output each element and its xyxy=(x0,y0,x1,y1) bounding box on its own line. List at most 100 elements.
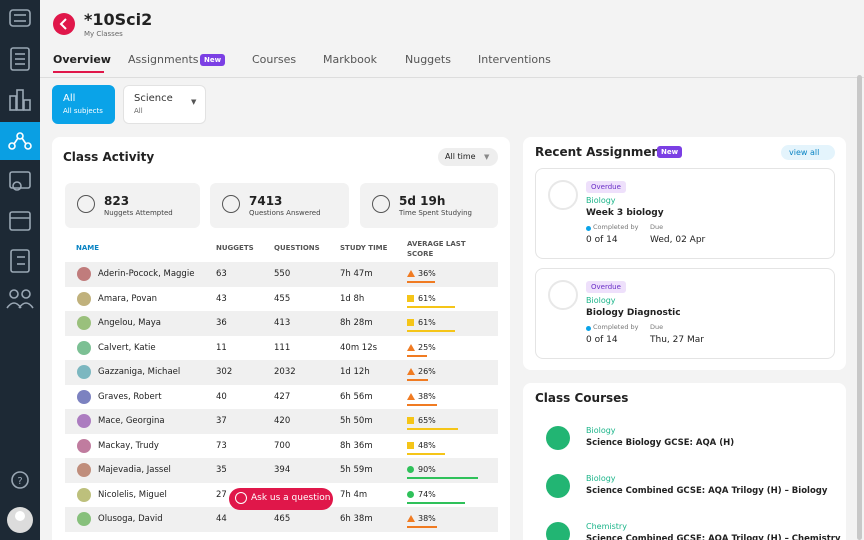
cell: 5h 59m xyxy=(340,465,373,475)
course-subject: Biology xyxy=(586,426,616,435)
assignment-card[interactable] xyxy=(535,268,835,359)
status-dot xyxy=(586,226,591,231)
course-name[interactable]: Science Combined GCSE: AQA Trilogy (H) –… xyxy=(586,486,828,496)
cell: 35 xyxy=(216,465,227,475)
cell: 37 xyxy=(216,416,227,426)
avatar xyxy=(77,414,91,428)
svg-text:?: ? xyxy=(17,476,22,487)
column-header[interactable]: STUDY TIME xyxy=(340,244,388,252)
cell: 455 xyxy=(274,293,291,304)
score-bar xyxy=(407,452,445,455)
filter-button[interactable] xyxy=(123,85,206,124)
avatar xyxy=(77,463,91,477)
score-bar xyxy=(407,281,436,283)
tab[interactable]: Assignments xyxy=(128,53,199,66)
page-title: *10Sci2 xyxy=(84,10,153,29)
student-name[interactable]: Olusoga, David xyxy=(98,514,163,524)
cell: 6h 38m xyxy=(340,514,373,524)
score-label: 61% xyxy=(418,293,436,303)
student-name[interactable]: Angelou, Maya xyxy=(98,318,161,328)
score-icon xyxy=(407,343,415,351)
stat-icon xyxy=(372,195,390,213)
student-name[interactable]: Aderin-Pocock, Maggie xyxy=(98,269,195,279)
course-subject: Chemistry xyxy=(586,522,627,531)
due-date: Wed, 02 Apr xyxy=(650,235,706,245)
filter-button[interactable] xyxy=(52,85,115,124)
avatar xyxy=(77,512,91,526)
course-name[interactable]: Science Biology GCSE: AQA (H) xyxy=(586,438,735,448)
column-header[interactable]: NUGGETS xyxy=(216,244,254,252)
cell: 700 xyxy=(274,440,291,451)
score-bar xyxy=(407,379,428,381)
course-name[interactable]: Science Combined GCSE: AQA Trilogy (H) –… xyxy=(586,534,841,540)
score-label: 38% xyxy=(418,391,436,401)
avatar xyxy=(77,340,91,355)
cell: 420 xyxy=(274,416,291,426)
filter-label: Science xyxy=(134,93,173,104)
score-label: 48% xyxy=(418,440,436,450)
student-name[interactable]: Gazzaniga, Michael xyxy=(98,367,181,377)
score-bar xyxy=(407,428,459,430)
assignment-card[interactable] xyxy=(535,168,835,259)
avatar xyxy=(77,316,91,330)
score-bar xyxy=(407,305,456,308)
assignment-name[interactable]: Week 3 biology xyxy=(586,208,664,218)
cell: 43 xyxy=(216,293,227,304)
tab[interactable]: Overview xyxy=(53,53,111,66)
cell: 465 xyxy=(274,514,291,524)
scrollbar xyxy=(857,75,862,540)
cell: 36 xyxy=(216,318,227,328)
score-bar xyxy=(407,403,438,406)
score-icon xyxy=(407,392,415,400)
score-icon xyxy=(407,270,415,277)
back-button[interactable] xyxy=(52,12,76,36)
view-all-button[interactable]: view all xyxy=(781,145,835,160)
score-icon xyxy=(407,490,414,498)
help-button[interactable]: Ask us a question xyxy=(229,488,333,510)
column-header[interactable]: NAME xyxy=(76,244,100,252)
tab[interactable]: Markbook xyxy=(323,53,377,66)
tab[interactable]: Courses xyxy=(252,53,297,66)
cell: 550 xyxy=(274,269,291,279)
student-name[interactable]: Nicolelis, Miguel xyxy=(98,489,167,500)
cell: 11 xyxy=(216,342,227,353)
dropdown-caret: ▼ xyxy=(484,153,490,161)
cell: 44 xyxy=(216,514,227,524)
completed-count: 0 of 14 xyxy=(586,335,618,345)
stat-label: Time Spent Studying xyxy=(399,209,472,217)
student-name[interactable]: Majevadia, Jassel xyxy=(98,465,171,475)
cell: 40m 12s xyxy=(340,342,378,353)
stat-icon xyxy=(77,195,95,213)
cell: 7h 4m xyxy=(340,489,368,500)
avatar xyxy=(77,389,91,404)
score-icon xyxy=(407,466,414,473)
column-header[interactable]: QUESTIONS xyxy=(274,244,320,252)
course-subject: Biology xyxy=(586,474,616,483)
tab[interactable]: Interventions xyxy=(478,53,551,66)
sidebar: ? xyxy=(0,0,40,540)
column-header[interactable]: AVERAGE LAST SCORE xyxy=(407,240,466,258)
recent-assignments-title: Recent Assignments xyxy=(535,145,673,159)
filter-sublabel: All xyxy=(134,107,143,115)
student-name[interactable]: Amara, Povan xyxy=(98,293,158,304)
cell: 427 xyxy=(274,391,291,402)
status-badge: Overdue xyxy=(586,181,626,193)
score-bar xyxy=(407,330,456,332)
class-courses-title: Class Courses xyxy=(535,391,629,405)
stat-value: 5d 19h xyxy=(399,194,446,208)
student-name[interactable]: Mackay, Trudy xyxy=(98,440,159,451)
cell: 413 xyxy=(274,318,291,328)
stat-label: Nuggets Attempted xyxy=(104,209,173,217)
score-label: 61% xyxy=(418,318,436,327)
period-dropdown[interactable]: All time xyxy=(438,148,498,166)
student-name[interactable]: Mace, Georgina xyxy=(98,416,165,426)
score-icon xyxy=(407,441,414,449)
score-label: 26% xyxy=(418,367,436,376)
avatar xyxy=(77,291,91,306)
cell: 1d 12h xyxy=(340,367,370,377)
student-name[interactable]: Graves, Robert xyxy=(98,391,162,402)
assignment-name[interactable]: Biology Diagnostic xyxy=(586,308,681,318)
tab[interactable]: Nuggets xyxy=(405,53,451,66)
student-name[interactable]: Calvert, Katie xyxy=(98,342,156,353)
cell: 27 xyxy=(216,489,227,500)
